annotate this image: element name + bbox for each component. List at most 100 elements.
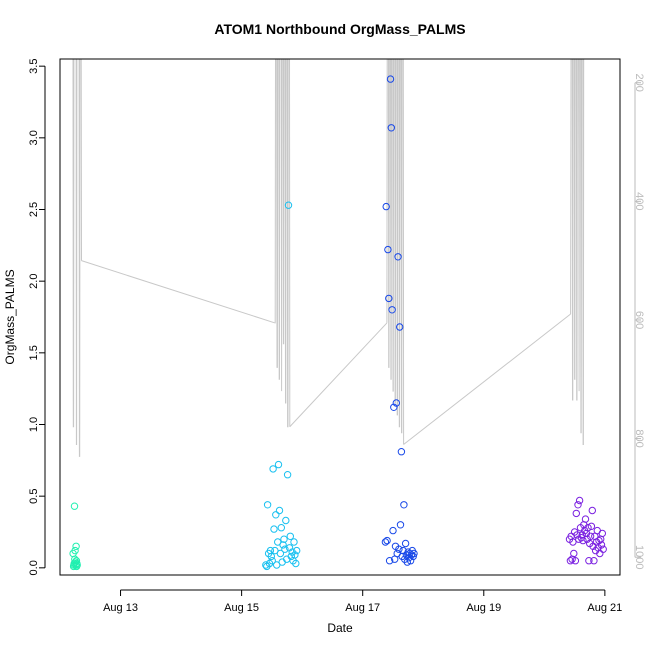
data-point-s4-30 <box>590 557 598 565</box>
data-point-s3-10 <box>389 526 397 535</box>
data-point-s2-25 <box>283 471 292 479</box>
data-point-s4-36 <box>595 536 603 545</box>
data-point-s2-22 <box>281 545 289 553</box>
altitude-segment-1 <box>72 59 82 457</box>
data-point-s3-14 <box>392 399 400 407</box>
data-point-s3-5 <box>385 294 393 303</box>
data-point-s4-40 <box>598 529 606 538</box>
data-point-s4-24 <box>585 557 593 565</box>
data-point-s2-7 <box>267 552 275 561</box>
data-point-s2-28 <box>286 532 294 540</box>
y2-tick-label-1: 200 <box>633 74 645 92</box>
data-point-s4-23 <box>584 524 592 532</box>
plot-box <box>59 58 621 576</box>
data-point-s2-18 <box>277 524 285 532</box>
data-point-s2-17 <box>276 549 285 558</box>
data-point-s2-20 <box>279 541 287 549</box>
x-tick-label-2: Aug 15 <box>224 602 259 614</box>
data-point-s4-5 <box>569 538 577 546</box>
data-point-s4-16 <box>578 531 586 539</box>
x-tick-label-4: Aug 19 <box>466 602 501 614</box>
data-point-s2-23 <box>282 516 290 525</box>
data-point-s4-28 <box>588 506 596 515</box>
x-tick-label-1: Aug 13 <box>103 602 138 614</box>
data-point-s1-14 <box>73 561 81 569</box>
data-point-s4-13 <box>575 496 584 505</box>
altitude-segment-3 <box>386 59 405 445</box>
altitude-connector-2 <box>289 322 388 428</box>
data-point-s1-7 <box>71 546 79 555</box>
data-point-s3-6 <box>385 557 394 565</box>
data-point-s2-35 <box>293 546 301 555</box>
data-point-s3-25 <box>401 539 410 548</box>
altitude-connector-3 <box>403 313 571 445</box>
data-point-s3-18 <box>396 323 404 331</box>
altitude-segment-4 <box>570 59 585 445</box>
data-point-s4-17 <box>579 536 587 545</box>
data-point-s3-19 <box>396 521 405 529</box>
data-point-s3-23 <box>400 501 408 509</box>
y-tick-label-2: 0.5 <box>28 489 40 504</box>
data-point-s3-8 <box>387 124 395 132</box>
data-point-s4-8 <box>571 557 580 565</box>
data-point-s3-27 <box>403 558 411 566</box>
y2-tick-label-3: 600 <box>633 311 645 329</box>
data-point-s2-16 <box>275 506 284 515</box>
data-point-s2-9 <box>269 465 277 473</box>
y-tick-label-5: 2.0 <box>28 274 40 289</box>
data-point-s3-11 <box>390 403 398 411</box>
data-point-s3-4 <box>384 245 392 254</box>
data-point-s4-27 <box>587 522 596 530</box>
data-point-s2-11 <box>271 546 279 555</box>
data-point-s3-16 <box>394 253 402 261</box>
data-point-s2-21 <box>280 535 288 543</box>
y-tick-label-1: 0.0 <box>28 560 40 575</box>
data-point-s2-29 <box>287 552 295 561</box>
data-point-s4-2 <box>566 557 575 565</box>
data-point-s2-15 <box>274 460 283 469</box>
axes: Aug 13 Aug 15 Aug 17 Aug 19 Aug 21 0.0 0.5 1.0 1… <box>28 59 645 615</box>
data-point-s3-2 <box>382 202 390 211</box>
y-tick-label-8: 3.5 <box>28 59 40 74</box>
y2-tick-label-2: 400 <box>633 192 645 210</box>
data-point-s2-33 <box>291 551 299 559</box>
data-point-s3-17 <box>395 545 403 553</box>
data-point-s4-20 <box>581 515 590 523</box>
data-point-s1-10 <box>72 542 80 550</box>
data-point-s3-1 <box>381 538 390 546</box>
data-point-s3-9 <box>388 306 396 314</box>
chart-title: ATOM1 Northbound OrgMass_PALMS <box>214 21 465 37</box>
data-point-s2-6 <box>266 546 275 555</box>
y-tick-label-4: 1.5 <box>28 345 40 360</box>
data-point-s3-35 <box>410 549 418 558</box>
data-point-s4-41 <box>599 545 607 553</box>
data-point-s2-13 <box>273 561 281 569</box>
y2-tick-label-4: 800 <box>633 429 645 447</box>
data-point-s2-26 <box>284 201 293 209</box>
data-point-s2-1 <box>262 561 270 569</box>
y-tick-label-3: 1.0 <box>28 417 40 432</box>
y-tick-label-6: 2.5 <box>28 202 40 217</box>
data-point-s2-10 <box>270 525 278 533</box>
data-point-s1-11 <box>72 557 81 565</box>
scatter-points <box>69 75 607 571</box>
data-point-s4-26 <box>586 532 595 540</box>
data-point-s2-32 <box>290 538 298 546</box>
data-point-s2-12 <box>272 511 280 519</box>
x-tick-label-3: Aug 17 <box>345 602 380 614</box>
x-tick-label-5: Aug 21 <box>587 602 622 614</box>
x-axis-label: Date <box>327 621 353 635</box>
altitude-segment-2 <box>274 59 291 428</box>
altitude-connector-1 <box>81 260 276 324</box>
data-point-s2-3 <box>263 501 272 509</box>
data-point-s4-11 <box>574 501 582 509</box>
data-point-s2-8 <box>268 557 276 565</box>
y2-tick-label-5: 1000 <box>633 545 645 569</box>
data-point-s3-7 <box>386 75 395 83</box>
altitude-trace <box>72 59 585 457</box>
data-point-s4-39 <box>597 541 606 549</box>
y-axis-label: OrgMass_PALMS <box>3 269 17 364</box>
data-point-s3-34 <box>409 552 417 561</box>
data-point-s4-9 <box>572 509 580 518</box>
